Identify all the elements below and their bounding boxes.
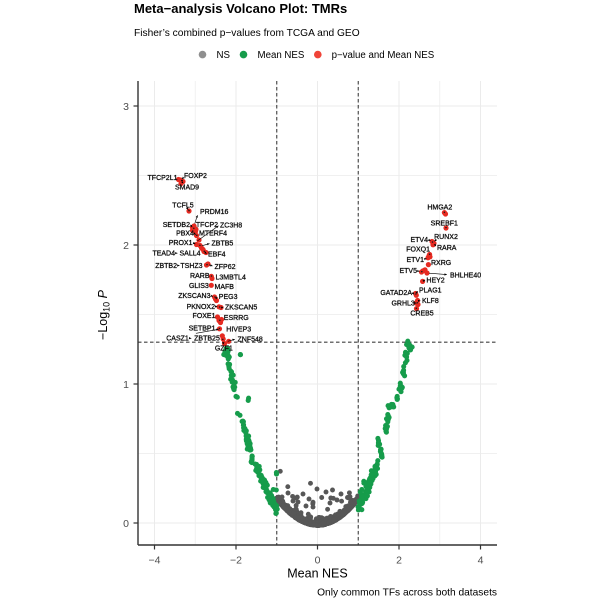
svg-text:RARA: RARA [437, 245, 457, 252]
svg-text:ETV5: ETV5 [399, 268, 417, 275]
svg-text:SMAD9: SMAD9 [175, 185, 199, 192]
svg-text:NS: NS [217, 50, 231, 61]
svg-text:2: 2 [396, 554, 402, 566]
svg-text:ESRRG: ESRRG [224, 315, 249, 322]
svg-text:FOXP2: FOXP2 [184, 173, 207, 180]
svg-text:Mean NES: Mean NES [287, 567, 347, 581]
svg-text:TSHZ3: TSHZ3 [180, 263, 202, 270]
svg-text:2: 2 [123, 240, 129, 252]
svg-text:1: 1 [123, 379, 129, 391]
svg-text:4: 4 [478, 554, 484, 566]
svg-text:SETDB2: SETDB2 [163, 222, 190, 229]
svg-text:ZNF548: ZNF548 [238, 336, 263, 343]
svg-text:KLF8: KLF8 [422, 298, 439, 305]
svg-text:SETBP1: SETBP1 [189, 326, 216, 333]
svg-text:PLAG1: PLAG1 [419, 288, 442, 295]
svg-text:−2: −2 [230, 554, 242, 566]
svg-text:TEAD4: TEAD4 [152, 251, 175, 258]
svg-text:Only common TFs across both da: Only common TFs across both datasets [317, 588, 497, 599]
svg-text:MAFB: MAFB [215, 284, 235, 291]
svg-text:0: 0 [123, 518, 129, 530]
svg-text:ETV1: ETV1 [406, 257, 424, 264]
svg-text:TFCP2: TFCP2 [196, 222, 218, 229]
svg-text:TFCP2L1: TFCP2L1 [148, 175, 178, 182]
svg-text:PKNOX2: PKNOX2 [187, 304, 216, 311]
svg-text:RUNX2: RUNX2 [434, 234, 458, 241]
svg-text:−Log10 P: −Log10 P [96, 289, 111, 340]
svg-text:EBF4: EBF4 [208, 251, 226, 258]
svg-text:GZF1: GZF1 [215, 346, 233, 353]
svg-text:ZBTB5: ZBTB5 [212, 241, 234, 248]
svg-text:Meta−analysis Volcano Plot: TM: Meta−analysis Volcano Plot: TMRs [134, 1, 347, 16]
svg-text:Mean NES: Mean NES [258, 50, 305, 61]
svg-text:PROX1: PROX1 [169, 240, 193, 247]
svg-text:ZBTB2: ZBTB2 [155, 263, 177, 270]
svg-text:FOXE1: FOXE1 [193, 313, 216, 320]
svg-text:GATAD2A: GATAD2A [380, 290, 412, 297]
svg-text:ZC3H8: ZC3H8 [220, 223, 242, 230]
svg-text:L3MBTL4: L3MBTL4 [216, 275, 246, 282]
svg-text:RARB: RARB [190, 273, 210, 280]
svg-text:BHLHE40: BHLHE40 [450, 273, 481, 280]
svg-text:RXRG: RXRG [431, 260, 451, 267]
svg-text:3: 3 [123, 101, 129, 113]
svg-text:HEY2: HEY2 [426, 278, 444, 285]
svg-text:ZBTB25: ZBTB25 [194, 336, 220, 343]
svg-text:ZFP62: ZFP62 [215, 264, 236, 271]
svg-text:−4: −4 [149, 554, 161, 566]
svg-text:GLIS3: GLIS3 [189, 283, 209, 290]
svg-text:SALL4: SALL4 [179, 251, 200, 258]
svg-text:FOXQ1: FOXQ1 [406, 247, 430, 254]
svg-text:CREB5: CREB5 [410, 311, 433, 318]
svg-text:CASZ1: CASZ1 [166, 336, 189, 343]
svg-text:MTERF4: MTERF4 [199, 231, 227, 238]
svg-text:Fisher’s combined p−values fro: Fisher’s combined p−values from TCGA and… [134, 28, 360, 39]
svg-text:TCFL5: TCFL5 [172, 203, 194, 210]
svg-text:HMGA2: HMGA2 [427, 205, 452, 212]
svg-text:HIVEP3: HIVEP3 [226, 326, 251, 333]
svg-text:PBX4: PBX4 [176, 231, 194, 238]
svg-text:p−value and Mean NES: p−value and Mean NES [332, 50, 435, 61]
svg-text:PRDM16: PRDM16 [200, 209, 229, 216]
svg-text:0: 0 [315, 554, 321, 566]
svg-text:ETV4: ETV4 [410, 237, 428, 244]
svg-text:GRHL3: GRHL3 [391, 301, 414, 308]
svg-text:SREBF1: SREBF1 [431, 221, 458, 228]
svg-text:PEG3: PEG3 [219, 294, 238, 301]
svg-text:ZKSCAN3: ZKSCAN3 [178, 293, 210, 300]
svg-text:ZKSCAN5: ZKSCAN5 [225, 304, 257, 311]
